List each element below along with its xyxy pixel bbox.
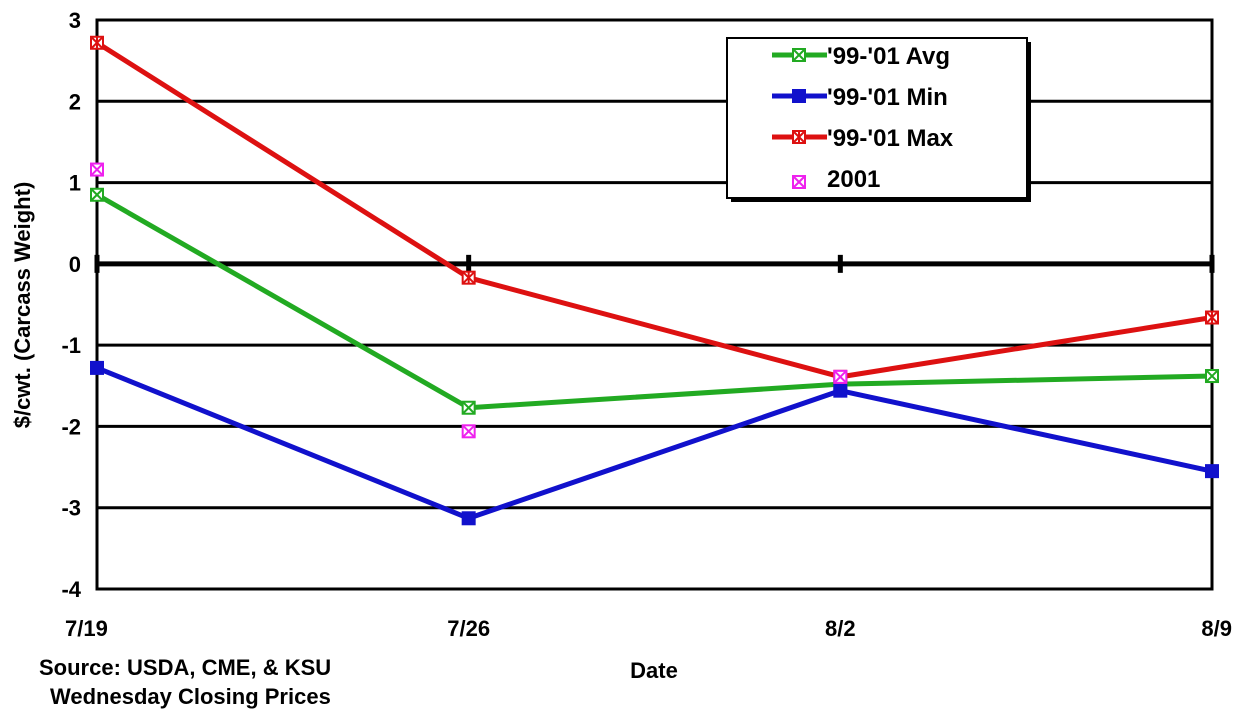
data-point (461, 511, 476, 526)
series-layer (90, 35, 1219, 526)
data-point (833, 383, 848, 398)
x-tick-label: 7/19 (65, 616, 108, 641)
data-point (90, 360, 104, 375)
data-point (90, 187, 104, 202)
legend-marker (792, 89, 806, 103)
data-point (1205, 464, 1219, 479)
data-point (90, 162, 104, 177)
x-tick-labels: 7/19 7/26 8/2 8/9 (65, 616, 1232, 641)
y-axis-title: $/cwt. (Carcass Weight) (10, 182, 35, 429)
y-tick-label: -4 (61, 577, 81, 602)
legend-marker (792, 130, 806, 144)
legend-label: '99-'01 Avg (827, 43, 950, 70)
legend-item: '99-'01 Min (772, 84, 948, 111)
legend: '99-'01 Avg '99-'01 Min '99-'01 Max 2001 (726, 37, 1031, 202)
series-line (95, 40, 1213, 380)
legend-item: 2001 (792, 166, 880, 193)
data-point (90, 35, 104, 50)
legend-item: '99-'01 Max (772, 125, 954, 152)
series-1 (90, 360, 1219, 526)
y-tick-label: -3 (61, 496, 81, 521)
legend-marker (792, 48, 806, 62)
data-point (461, 424, 476, 439)
series-2 (90, 35, 1219, 384)
source-line-1: Source: USDA, CME, & KSU (39, 655, 332, 680)
data-point (833, 369, 848, 384)
legend-marker (792, 175, 806, 189)
x-tick-label: 8/2 (825, 616, 856, 641)
data-point (461, 270, 476, 285)
y-tick-label: 2 (69, 89, 81, 114)
legend-label: '99-'01 Min (827, 84, 948, 111)
y-tick-label: 3 (69, 8, 81, 33)
x-axis-title: Date (630, 658, 678, 683)
y-tick-label: 1 (69, 171, 81, 196)
y-tick-label: 0 (69, 252, 81, 277)
zero-axis (94, 254, 1215, 273)
plot-background (97, 20, 1212, 589)
series-3 (90, 162, 848, 439)
y-tick-label: -2 (61, 414, 81, 439)
data-point (1205, 310, 1219, 325)
legend-label: '99-'01 Max (827, 125, 954, 152)
y-tick-label: -1 (61, 333, 81, 358)
y-tick-labels: 3 2 1 0 -1 -2 -3 -4 (61, 8, 81, 602)
legend-label: 2001 (827, 166, 880, 193)
legend-item: '99-'01 Avg (772, 43, 950, 70)
source-line-2: Wednesday Closing Prices (50, 684, 331, 709)
data-point (461, 400, 476, 415)
series-line (95, 192, 1213, 411)
x-tick-label: 7/26 (447, 616, 490, 641)
legend-box (726, 37, 1028, 199)
plot-border (95, 18, 1214, 591)
series-line (96, 365, 1213, 521)
x-tick-label: 8/9 (1201, 616, 1232, 641)
data-point (1205, 369, 1219, 384)
